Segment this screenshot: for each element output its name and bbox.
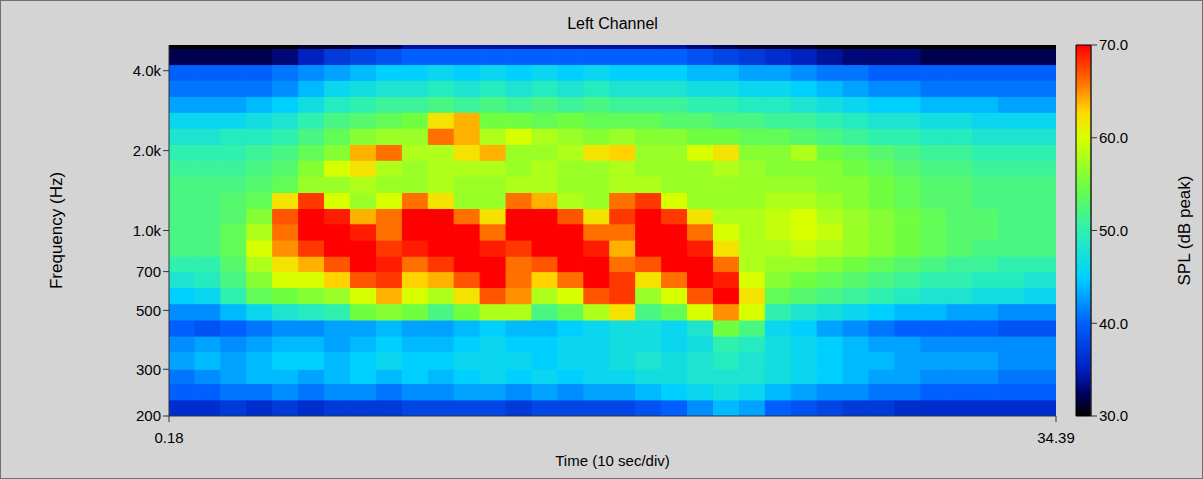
svg-text:50.0: 50.0 [1099,222,1128,239]
svg-text:0.18: 0.18 [154,429,183,446]
svg-text:4.0k: 4.0k [133,62,162,79]
svg-text:30.0: 30.0 [1099,407,1128,424]
svg-text:Time (10 sec/div): Time (10 sec/div) [555,452,669,469]
svg-text:Frequency (Hz): Frequency (Hz) [47,172,66,289]
svg-text:300: 300 [136,361,161,378]
svg-text:60.0: 60.0 [1099,129,1128,146]
svg-text:700: 700 [136,263,161,280]
svg-text:200: 200 [136,407,161,424]
svg-text:70.0: 70.0 [1099,36,1128,53]
svg-text:34.39: 34.39 [1037,429,1075,446]
svg-text:1.0k: 1.0k [133,222,162,239]
svg-text:500: 500 [136,302,161,319]
html-text:Left Channel: Left Channel [567,15,658,32]
svg-text:40.0: 40.0 [1099,315,1128,332]
svg-text:2.0k: 2.0k [133,142,162,159]
svg-text:SPL (dB peak): SPL (dB peak) [1175,176,1194,286]
